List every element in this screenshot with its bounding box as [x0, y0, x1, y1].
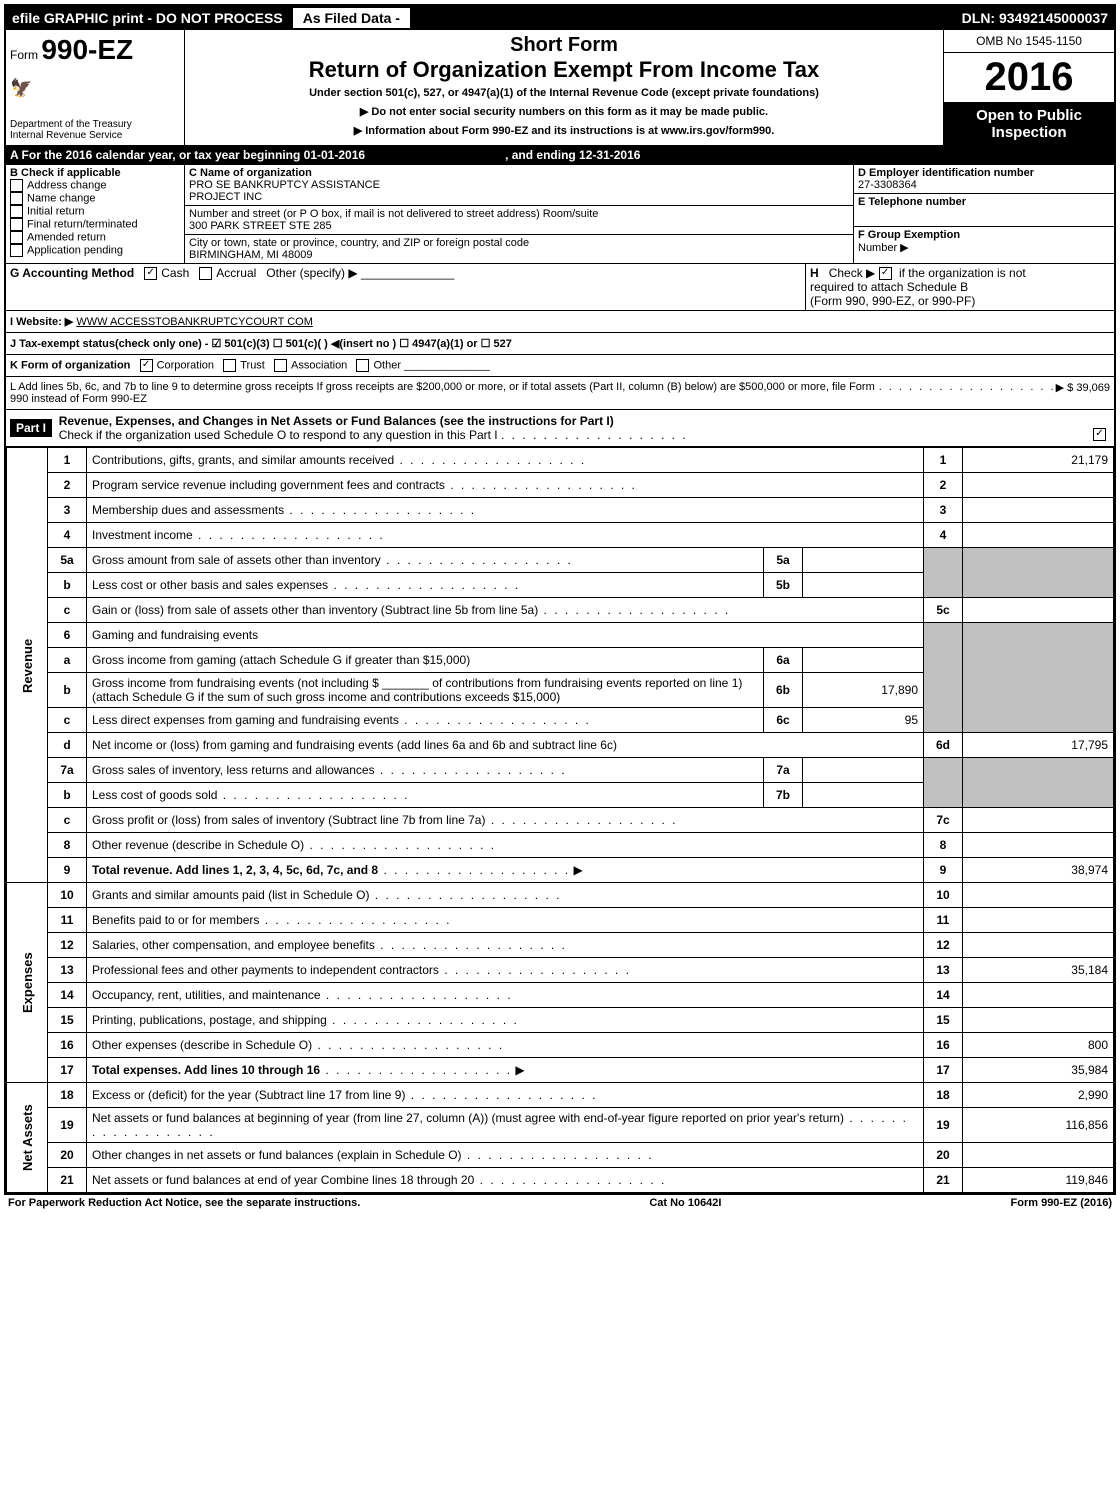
org-name1: PRO SE BANKRUPTCY ASSISTANCE — [189, 179, 849, 191]
open-inspection: Open to Public Inspection — [944, 103, 1114, 145]
box-b-label: B Check if applicable — [10, 167, 180, 179]
box-d: D Employer identification number 27-3308… — [854, 165, 1114, 194]
section-a-right: , and ending 12-31-2016 — [505, 148, 640, 162]
blocks-bcdef: B Check if applicable Address change Nam… — [6, 165, 1114, 264]
f-label2: Number ▶ — [858, 242, 909, 254]
form-subtitle: Under section 501(c), 527, or 4947(a)(1)… — [191, 87, 937, 99]
topbar-left: efile GRAPHIC print - DO NOT PROCESS — [6, 8, 289, 28]
note1: ▶ Do not enter social security numbers o… — [191, 105, 937, 118]
row-i: I Website: ▶ WWW ACCESSTOBANKRUPTCYCOURT… — [6, 311, 1114, 333]
addr-label: Number and street (or P O box, if mail i… — [189, 208, 849, 220]
city: BIRMINGHAM, MI 48009 — [189, 249, 849, 261]
check-trust[interactable] — [223, 359, 236, 372]
section-a: A For the 2016 calendar year, or tax yea… — [6, 146, 1114, 165]
box-f: F Group Exemption Number ▶ — [854, 227, 1114, 256]
dept2: Internal Revenue Service — [10, 130, 180, 141]
city-label: City or town, state or province, country… — [189, 237, 849, 249]
h-letter: H — [810, 266, 819, 280]
form-number: Form 990-EZ — [10, 34, 180, 66]
org-name2: PROJECT INC — [189, 191, 849, 203]
header-left: Form 990-EZ 🦅 Department of the Treasury… — [6, 30, 185, 145]
check-amended[interactable] — [10, 231, 23, 244]
g-label: G Accounting Method — [10, 266, 134, 280]
side-revenue: Revenue — [7, 448, 48, 883]
dept-info: Department of the Treasury Internal Reve… — [10, 119, 180, 141]
ein: 27-3308364 — [858, 179, 1110, 191]
c-label: C Name of organization — [189, 167, 849, 179]
k-label: K Form of organization — [10, 360, 130, 372]
part1-header: Part I Revenue, Expenses, and Changes in… — [6, 410, 1114, 447]
footer-mid: Cat No 10642I — [649, 1197, 721, 1209]
omb-no: OMB No 1545-1150 — [944, 30, 1114, 53]
footer: For Paperwork Reduction Act Notice, see … — [4, 1195, 1116, 1211]
f-label: F Group Exemption — [858, 229, 960, 241]
header-right: OMB No 1545-1150 2016 Open to Public Ins… — [943, 30, 1114, 145]
form-title: Return of Organization Exempt From Incom… — [191, 57, 937, 83]
topbar-dln: DLN: 93492145000037 — [956, 8, 1114, 28]
check-pending[interactable] — [10, 244, 23, 257]
form-no-big: 990-EZ — [41, 34, 133, 65]
check-part1-scho[interactable] — [1093, 428, 1106, 441]
open1: Open to Public — [948, 107, 1110, 124]
form-prefix: Form — [10, 48, 38, 62]
part1-check: Check if the organization used Schedule … — [59, 428, 498, 442]
addr-block: Number and street (or P O box, if mail i… — [185, 206, 853, 235]
check-other-org[interactable] — [356, 359, 369, 372]
j-text: J Tax-exempt status(check only one) - ☑ … — [10, 338, 512, 350]
side-expenses: Expenses — [7, 883, 48, 1083]
d-label: D Employer identification number — [858, 167, 1110, 179]
form-container: efile GRAPHIC print - DO NOT PROCESS As … — [4, 4, 1116, 1195]
box-e: E Telephone number — [854, 194, 1114, 227]
l-text: L Add lines 5b, 6c, and 7b to line 9 to … — [10, 381, 879, 405]
row-l: L Add lines 5b, 6c, and 7b to line 9 to … — [6, 377, 1114, 410]
box-c: C Name of organization PRO SE BANKRUPTCY… — [185, 165, 854, 263]
check-name[interactable] — [10, 192, 23, 205]
note2: ▶ Information about Form 990-EZ and its … — [191, 124, 937, 137]
org-name-block: C Name of organization PRO SE BANKRUPTCY… — [185, 165, 853, 206]
footer-right: Form 990-EZ (2016) — [1011, 1197, 1112, 1209]
section-a-left: A For the 2016 calendar year, or tax yea… — [10, 148, 365, 162]
footer-left: For Paperwork Reduction Act Notice, see … — [8, 1197, 360, 1209]
topbar-mid: As Filed Data - — [293, 8, 410, 28]
website[interactable]: WWW ACCESSTOBANKRUPTCYCOURT COM — [76, 316, 313, 328]
part1-title: Revenue, Expenses, and Changes in Net As… — [59, 414, 614, 428]
addr: 300 PARK STREET STE 285 — [189, 220, 849, 232]
check-corp[interactable] — [140, 359, 153, 372]
e-label: E Telephone number — [858, 196, 1110, 208]
side-netassets: Net Assets — [7, 1083, 48, 1193]
check-schedb[interactable] — [879, 267, 892, 280]
box-def: D Employer identification number 27-3308… — [854, 165, 1114, 263]
row-h: H Check ▶ if the organization is not req… — [805, 264, 1114, 310]
row-gh: G Accounting Method Cash Accrual Other (… — [6, 264, 1114, 311]
short-form: Short Form — [191, 34, 937, 57]
city-block: City or town, state or province, country… — [185, 235, 853, 263]
row-j: J Tax-exempt status(check only one) - ☑ … — [6, 333, 1114, 355]
dept1: Department of the Treasury — [10, 119, 180, 130]
top-bar: efile GRAPHIC print - DO NOT PROCESS As … — [6, 6, 1114, 30]
check-address[interactable] — [10, 179, 23, 192]
open2: Inspection — [948, 124, 1110, 141]
check-initial[interactable] — [10, 205, 23, 218]
part1-label: Part I — [10, 419, 52, 437]
header: Form 990-EZ 🦅 Department of the Treasury… — [6, 30, 1114, 146]
row-g: G Accounting Method Cash Accrual Other (… — [6, 264, 805, 310]
header-center: Short Form Return of Organization Exempt… — [185, 30, 943, 145]
check-assoc[interactable] — [274, 359, 287, 372]
tax-year: 2016 — [944, 53, 1114, 103]
box-b: B Check if applicable Address change Nam… — [6, 165, 185, 263]
eagle-icon: 🦅 — [10, 78, 180, 99]
lines-table: Revenue 1 Contributions, gifts, grants, … — [6, 447, 1114, 1193]
row-k: K Form of organization Corporation Trust… — [6, 355, 1114, 377]
check-final[interactable] — [10, 218, 23, 231]
i-label: I Website: ▶ — [10, 316, 73, 328]
l-amount: ▶ $ 39,069 — [1056, 381, 1110, 405]
check-cash[interactable] — [144, 267, 157, 280]
check-accrual[interactable] — [199, 267, 212, 280]
